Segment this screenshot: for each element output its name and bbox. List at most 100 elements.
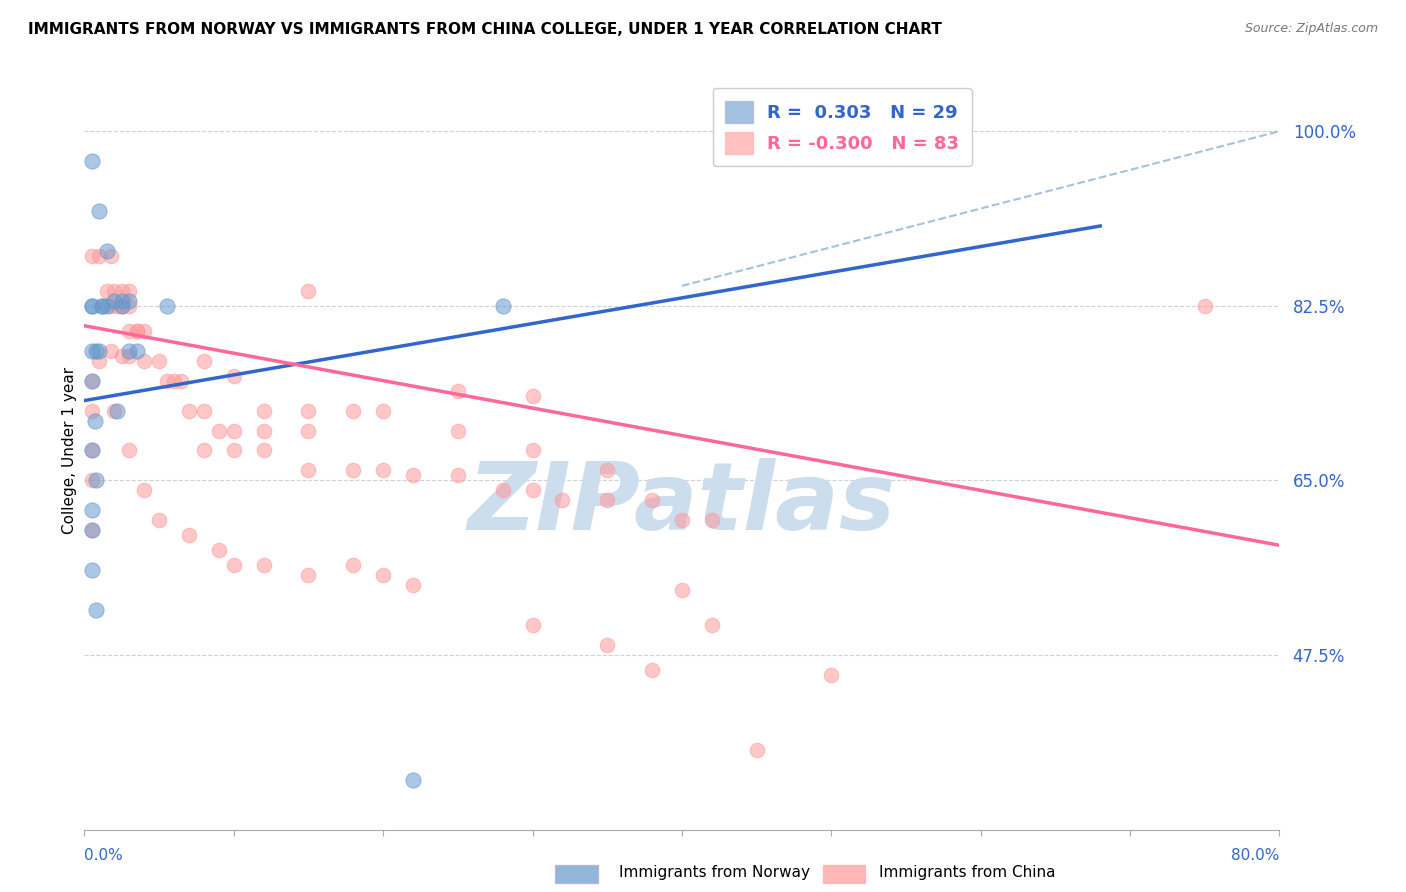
Point [1194,299,1216,313]
Point [118,349,141,363]
Point [402,578,425,592]
Point [447,384,470,398]
Point [80,249,103,263]
Point [297,424,319,438]
Point [297,403,319,417]
Point [103,284,125,298]
Point [118,324,141,338]
Point [155,299,177,313]
Point [132,353,156,368]
Point [100,299,122,313]
Text: 80.0%: 80.0% [1232,848,1279,863]
Point [80,523,103,537]
Point [402,468,425,483]
Point [86,603,108,617]
Text: Immigrants from Norway: Immigrants from Norway [619,865,810,880]
Point [447,468,470,483]
Point [155,374,177,388]
Point [342,558,364,573]
Point [111,299,134,313]
Point [80,443,103,458]
Point [91,299,114,313]
Point [193,403,215,417]
Point [89,353,111,368]
Point [700,618,723,632]
Text: Source: ZipAtlas.com: Source: ZipAtlas.com [1244,22,1378,36]
Point [193,443,215,458]
Point [596,638,619,652]
Point [342,403,364,417]
Point [402,772,425,787]
Point [522,618,544,632]
Point [80,374,103,388]
Point [297,568,319,582]
Point [700,513,723,527]
Point [80,299,103,313]
Point [96,244,118,258]
Point [671,513,693,527]
Point [103,403,125,417]
Point [342,463,364,477]
Point [253,424,276,438]
Point [80,343,103,358]
Point [89,249,111,263]
Point [111,299,134,313]
Point [193,353,215,368]
Point [222,558,245,573]
Point [297,463,319,477]
Point [492,483,515,498]
Point [105,403,128,417]
Point [118,284,141,298]
Point [125,343,148,358]
Point [89,204,111,219]
Point [373,463,395,477]
Point [551,493,574,508]
Point [86,474,108,488]
Point [125,324,148,338]
Point [641,663,664,677]
Point [103,293,125,308]
Point [222,424,245,438]
Point [80,443,103,458]
Point [177,528,200,542]
Point [111,349,134,363]
Point [170,374,193,388]
Point [820,668,842,682]
Text: 0.0%: 0.0% [84,848,124,863]
Text: ZIPatlas: ZIPatlas [468,458,896,549]
Point [222,368,245,383]
Point [111,299,134,313]
Point [745,743,768,757]
Point [105,299,128,313]
Point [208,543,231,558]
Point [177,403,200,417]
Point [253,443,276,458]
Point [96,284,118,298]
Point [100,343,122,358]
Point [222,443,245,458]
Y-axis label: College, Under 1 year: College, Under 1 year [62,367,77,534]
Point [80,474,103,488]
Point [253,403,276,417]
Point [641,493,664,508]
Point [596,493,619,508]
Point [86,343,108,358]
Point [80,154,103,169]
Point [80,563,103,577]
Point [447,424,470,438]
Point [148,513,170,527]
Point [125,324,148,338]
Point [80,374,103,388]
Point [373,403,395,417]
Point [522,483,544,498]
Point [148,353,170,368]
Point [111,284,134,298]
Text: IMMIGRANTS FROM NORWAY VS IMMIGRANTS FROM CHINA COLLEGE, UNDER 1 YEAR CORRELATIO: IMMIGRANTS FROM NORWAY VS IMMIGRANTS FRO… [28,22,942,37]
Point [132,324,156,338]
Point [96,299,118,313]
Point [253,558,276,573]
Point [111,293,134,308]
Point [80,523,103,537]
Point [163,374,186,388]
Point [596,463,619,477]
